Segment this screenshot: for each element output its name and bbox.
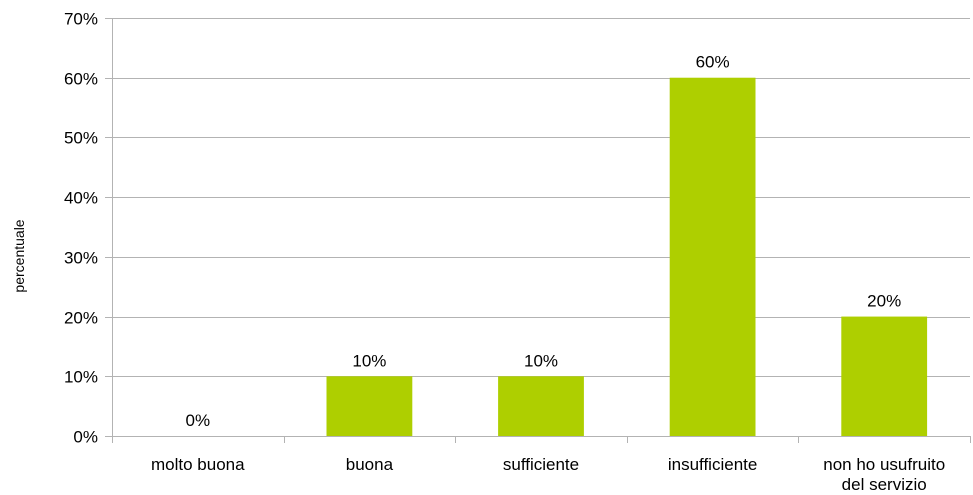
bar [841,316,928,436]
y-tick-labels: 0% 10% 20% 30% 40% 50% 60% 70% [64,10,98,447]
axes [105,18,971,443]
gridlines [112,18,970,377]
y-tick-label: 40% [64,189,98,208]
data-label: 20% [867,292,901,311]
bars [326,77,928,436]
y-tick-label: 50% [64,129,98,148]
x-tick-label-line: non ho usufruito [823,455,945,474]
y-tick-label: 0% [73,428,98,447]
y-tick-label: 60% [64,70,98,89]
x-tick-label-line: buona [346,455,394,474]
data-label: 0% [186,411,211,430]
x-tick-label-line: insufficiente [668,455,757,474]
x-tick-label-line: del servizio [842,475,927,494]
x-tick-label: molto buona [151,455,245,474]
y-tick-label: 20% [64,309,98,328]
data-label: 60% [696,53,730,72]
y-axis-title: percentuale [11,219,27,292]
x-tick-label: non ho usufruito del servizio [823,455,945,494]
x-tick-label: buona [346,455,394,474]
x-tick-label: sufficiente [503,455,579,474]
bar [326,376,413,436]
y-tick-label: 70% [64,10,98,29]
x-tick-label-line: sufficiente [503,455,579,474]
data-labels: 0% 10% 10% 60% 20% [186,53,902,430]
data-label: 10% [352,351,386,370]
bar [669,77,756,436]
x-tick-labels: molto buona buona sufficiente insufficiente… [151,455,945,494]
bar [498,376,584,436]
y-tick-label: 10% [64,368,98,387]
x-tick-label: insufficiente [668,455,757,474]
y-tick-label: 30% [64,249,98,268]
data-label: 10% [524,351,558,370]
x-tick-label-line: molto buona [151,455,245,474]
